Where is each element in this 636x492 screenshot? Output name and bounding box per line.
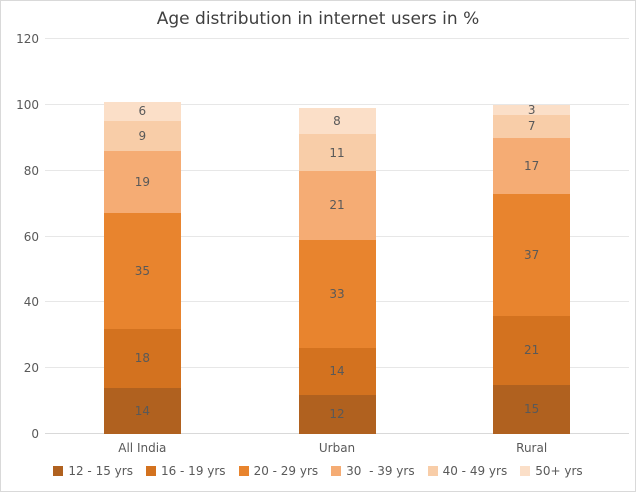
y-axis: 0 20 40 60 80 100 120 — [7, 33, 39, 440]
bar-segment-label: 21 — [524, 343, 540, 358]
bar-segment-label: 14 — [134, 403, 150, 418]
bar-segment: 14 — [103, 387, 181, 434]
legend-swatch-icon — [145, 466, 156, 476]
bar-urban: 12 14 33 21 11 8 — [298, 108, 376, 434]
bar-segment-label: 3 — [527, 102, 536, 117]
x-axis-label: Urban — [318, 441, 356, 455]
bar-segment: 15 — [493, 384, 571, 434]
y-tick-label: 40 — [23, 295, 39, 310]
legend-label: 16 - 19 yrs — [160, 464, 226, 478]
bar-segment-label: 12 — [329, 407, 345, 422]
bar-segment: 21 — [298, 170, 376, 240]
bar-segment-label: 11 — [329, 145, 345, 160]
bar-segment-label: 37 — [524, 247, 540, 262]
bar-segment-label: 15 — [524, 402, 540, 417]
bar-segment: 6 — [103, 101, 181, 122]
x-axis-label: All India — [118, 441, 167, 455]
legend-label: 30 - 39 yrs — [346, 464, 415, 478]
bar-segment: 21 — [493, 315, 571, 385]
bar-segment-label: 14 — [329, 364, 345, 379]
y-tick-label: 120 — [16, 32, 39, 46]
legend-swatch-icon — [331, 466, 342, 476]
legend-swatch-icon — [53, 466, 64, 476]
y-tick-label: 0 — [31, 427, 39, 441]
bar-segment: 18 — [103, 328, 181, 388]
y-tick-label: 60 — [23, 229, 39, 244]
x-axis-label: Rural — [516, 441, 548, 455]
legend-label: 20 - 29 yrs — [253, 464, 319, 478]
gridline — [45, 38, 629, 39]
legend-label: 12 - 15 yrs — [68, 464, 133, 478]
bar-segment: 33 — [298, 239, 376, 349]
x-axis: All India Urban Rural — [45, 441, 629, 455]
bar-slots: 14 18 35 19 9 6 12 14 33 21 11 8 15 21 37 17 7 3 — [45, 39, 629, 434]
legend-swatch-icon — [427, 466, 438, 476]
y-tick-label: 20 — [23, 361, 39, 376]
bar-segment: 11 — [298, 134, 376, 171]
bar-segment-label: 35 — [134, 264, 150, 279]
bar-segment-label: 8 — [333, 114, 341, 129]
legend-swatch-icon — [238, 466, 249, 476]
bar-segment: 17 — [493, 137, 571, 194]
bar-segment-label: 33 — [329, 287, 345, 302]
bar-all-india: 14 18 35 19 9 6 — [103, 101, 181, 434]
legend-swatch-icon — [520, 466, 531, 476]
bar-segment: 9 — [103, 121, 181, 151]
bar-segment-label: 7 — [527, 119, 536, 134]
bar-segment: 19 — [103, 150, 181, 214]
bar-segment: 3 — [493, 102, 571, 117]
bar-slot: 15 21 37 17 7 3 — [434, 39, 629, 434]
legend-item: 20 - 29 yrs — [238, 464, 319, 478]
bar-rural: 15 21 37 17 7 3 — [493, 102, 571, 434]
legend-item: 12 - 15 yrs — [53, 464, 133, 478]
legend-label: 40 - 49 yrs — [442, 464, 508, 478]
bar-segment: 14 — [298, 348, 376, 395]
bar-segment-label: 18 — [134, 351, 150, 366]
bar-segment: 8 — [298, 108, 376, 135]
legend: 12 - 15 yrs 16 - 19 yrs 20 - 29 yrs 30 - 39… — [1, 461, 635, 481]
legend-item: 30 - 39 yrs — [331, 464, 415, 478]
bar-segment-label: 19 — [134, 175, 150, 190]
legend-item: 16 - 19 yrs — [145, 464, 226, 478]
y-tick-label: 100 — [16, 97, 39, 112]
legend-item: 50+ yrs — [520, 464, 583, 478]
gridline — [45, 103, 629, 105]
plot-area: 14 18 35 19 9 6 12 14 33 21 11 8 15 21 37 17 7 3 — [45, 38, 629, 434]
chart-title: Age distribution in internet users in % — [156, 9, 480, 29]
bar-slot: 14 18 35 19 9 6 — [45, 39, 240, 434]
bar-segment-label: 9 — [138, 129, 147, 144]
bar-segment: 35 — [103, 213, 181, 329]
legend-item: 40 - 49 yrs — [427, 464, 508, 478]
bar-segment: 12 — [298, 394, 376, 434]
bar-segment: 7 — [493, 114, 571, 138]
y-tick-label: 80 — [23, 163, 39, 178]
bar-segment-label: 17 — [524, 158, 540, 173]
bar-segment-label: 6 — [138, 104, 147, 119]
legend-label: 50+ yrs — [535, 464, 583, 478]
bar-segment: 37 — [493, 193, 571, 316]
bar-segment-label: 21 — [329, 198, 345, 213]
bar-slot: 12 14 33 21 11 8 — [240, 39, 435, 434]
